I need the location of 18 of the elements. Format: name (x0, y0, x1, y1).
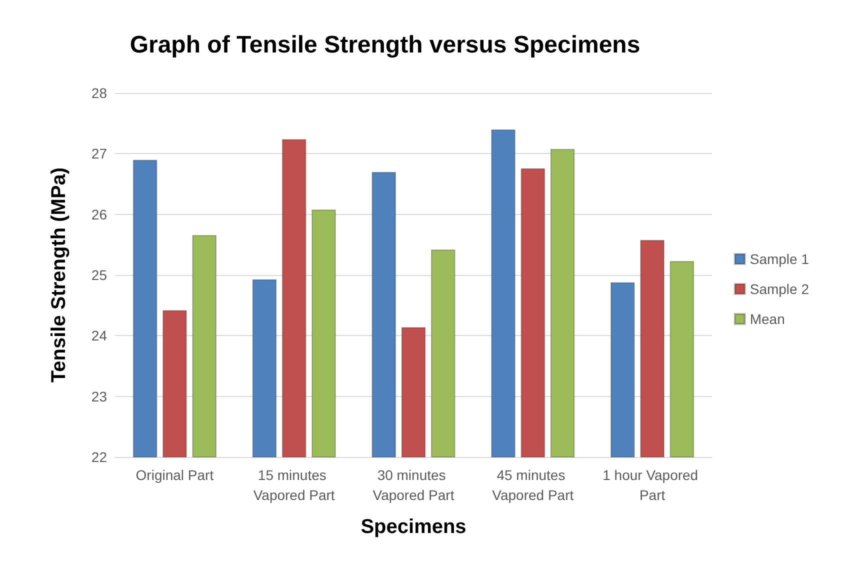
y-tick-label: 27 (91, 146, 108, 162)
legend-label: Sample 1 (750, 251, 810, 267)
y-tick-label: 23 (91, 388, 108, 404)
y-tick-label: 28 (91, 85, 108, 101)
x-axis-title: Specimens (360, 516, 466, 538)
y-axis-title: Tensile Strength (MPa) (48, 167, 70, 383)
y-tick-label: 22 (91, 449, 108, 465)
y-tick-label: 25 (91, 267, 108, 283)
x-tick-label: Original Part (136, 467, 214, 483)
x-tick-label: 1 hour Vapored Part (602, 467, 702, 503)
x-tick-label: 30 minutes Vapored Part (372, 467, 454, 503)
x-tick-label: 15 minutes Vapored Part (253, 467, 335, 503)
chart-title: Graph of Tensile Strength versus Specimens (130, 32, 640, 58)
x-tick-label: 45 minutes Vapored Part (492, 467, 574, 503)
legend-label: Mean (750, 311, 785, 327)
y-tick-label: 24 (91, 328, 108, 344)
legend-label: Sample 2 (750, 281, 810, 297)
y-tick-label: 26 (91, 206, 108, 222)
